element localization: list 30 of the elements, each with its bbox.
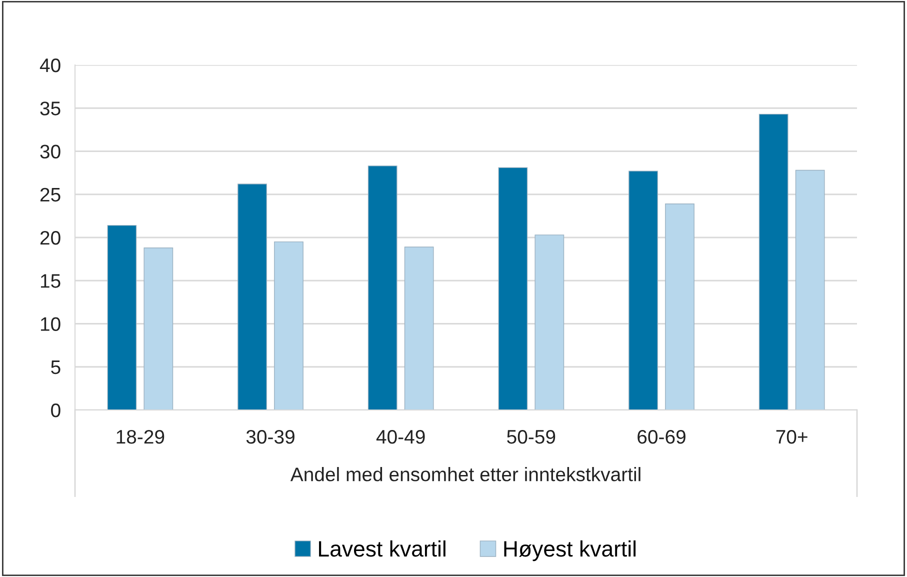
legend-label: Lavest kvartil <box>319 540 446 557</box>
bar <box>238 184 267 410</box>
y-tick-label: 35 <box>40 102 60 116</box>
bar <box>368 166 398 410</box>
x-tick-label: 70+ <box>776 430 808 444</box>
bar <box>758 114 788 410</box>
bar <box>144 248 174 410</box>
bar <box>795 170 825 410</box>
x-tick-label: 40-49 <box>376 430 425 444</box>
bar <box>534 234 564 410</box>
bar <box>107 225 137 410</box>
y-tick-label: 15 <box>40 274 60 288</box>
x-tick-label: 18-29 <box>116 430 164 444</box>
y-tick-label: 0 <box>51 403 60 418</box>
y-tick-label: 20 <box>40 230 60 245</box>
bar <box>498 167 528 410</box>
legend-label: Høyest kvartil <box>504 540 636 562</box>
y-tick-label: 40 <box>40 58 60 72</box>
x-tick-label: 50-59 <box>507 430 556 444</box>
y-tick-label: 25 <box>40 188 60 202</box>
x-axis-title: Andel med ensomhet etter inntekstkvartil <box>290 467 640 482</box>
bar <box>665 204 694 410</box>
y-tick-label: 5 <box>51 360 60 374</box>
x-tick-label: 60-69 <box>638 430 686 444</box>
bar <box>404 246 434 410</box>
y-tick-label: 10 <box>40 317 60 331</box>
x-tick-label: 30-39 <box>246 430 294 444</box>
bar <box>274 241 304 410</box>
y-tick-label: 30 <box>40 144 60 158</box>
bar <box>628 170 658 410</box>
